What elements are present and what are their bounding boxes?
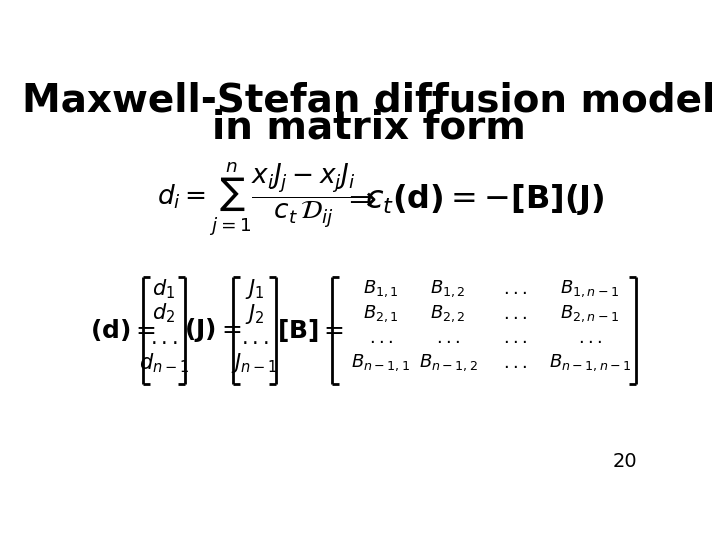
Text: $...$: $...$ <box>577 329 602 347</box>
Text: 20: 20 <box>613 453 637 471</box>
Text: $B_{n-1,1}$: $B_{n-1,1}$ <box>351 353 410 373</box>
Text: in matrix form: in matrix form <box>212 109 526 147</box>
Text: $d_1$: $d_1$ <box>153 277 176 301</box>
Text: $\mathbf{(J)}{=}$: $\mathbf{(J)}{=}$ <box>184 316 241 345</box>
Text: $...$: $...$ <box>503 329 527 347</box>
Text: $...$: $...$ <box>240 328 269 348</box>
Text: $B_{2,n-1}$: $B_{2,n-1}$ <box>560 303 619 324</box>
Text: $...$: $...$ <box>503 354 527 372</box>
Text: $J_1$: $J_1$ <box>245 277 264 301</box>
Text: $J_{n-1}$: $J_{n-1}$ <box>231 351 278 375</box>
Text: $J_2$: $J_2$ <box>245 301 264 326</box>
Text: $d_i = \sum_{j=1}^{n} \dfrac{x_i J_j - x_j J_i}{c_t \,\mathcal{D}_{ij}}$: $d_i = \sum_{j=1}^{n} \dfrac{x_i J_j - x… <box>157 161 356 238</box>
Text: $\Rightarrow$: $\Rightarrow$ <box>342 183 377 216</box>
Text: $...$: $...$ <box>150 328 178 348</box>
Text: $B_{n-1,n-1}$: $B_{n-1,n-1}$ <box>549 353 631 373</box>
Text: $B_{n-1,2}$: $B_{n-1,2}$ <box>418 353 477 373</box>
Text: $B_{1,n-1}$: $B_{1,n-1}$ <box>560 279 619 299</box>
Text: $...$: $...$ <box>436 329 460 347</box>
Text: $B_{2,1}$: $B_{2,1}$ <box>363 303 398 324</box>
Text: $d_2$: $d_2$ <box>153 302 176 325</box>
Text: $B_{1,1}$: $B_{1,1}$ <box>363 279 398 299</box>
Text: $...$: $...$ <box>369 329 392 347</box>
Text: $\mathbf{[B]}{=}$: $\mathbf{[B]}{=}$ <box>277 317 344 344</box>
Text: $B_{2,2}$: $B_{2,2}$ <box>431 303 466 324</box>
Text: Maxwell-Stefan diffusion model: Maxwell-Stefan diffusion model <box>22 82 716 120</box>
Text: $B_{1,2}$: $B_{1,2}$ <box>431 279 466 299</box>
Text: $...$: $...$ <box>503 280 527 298</box>
Text: $d_{n-1}$: $d_{n-1}$ <box>139 351 189 375</box>
Text: $\mathbf{(d)}{=}$: $\mathbf{(d)}{=}$ <box>89 318 156 343</box>
Text: $...$: $...$ <box>503 305 527 322</box>
Text: $c_t\mathbf{(d)}{=}{-}\mathbf{[B](J)}$: $c_t\mathbf{(d)}{=}{-}\mathbf{[B](J)}$ <box>366 182 605 217</box>
